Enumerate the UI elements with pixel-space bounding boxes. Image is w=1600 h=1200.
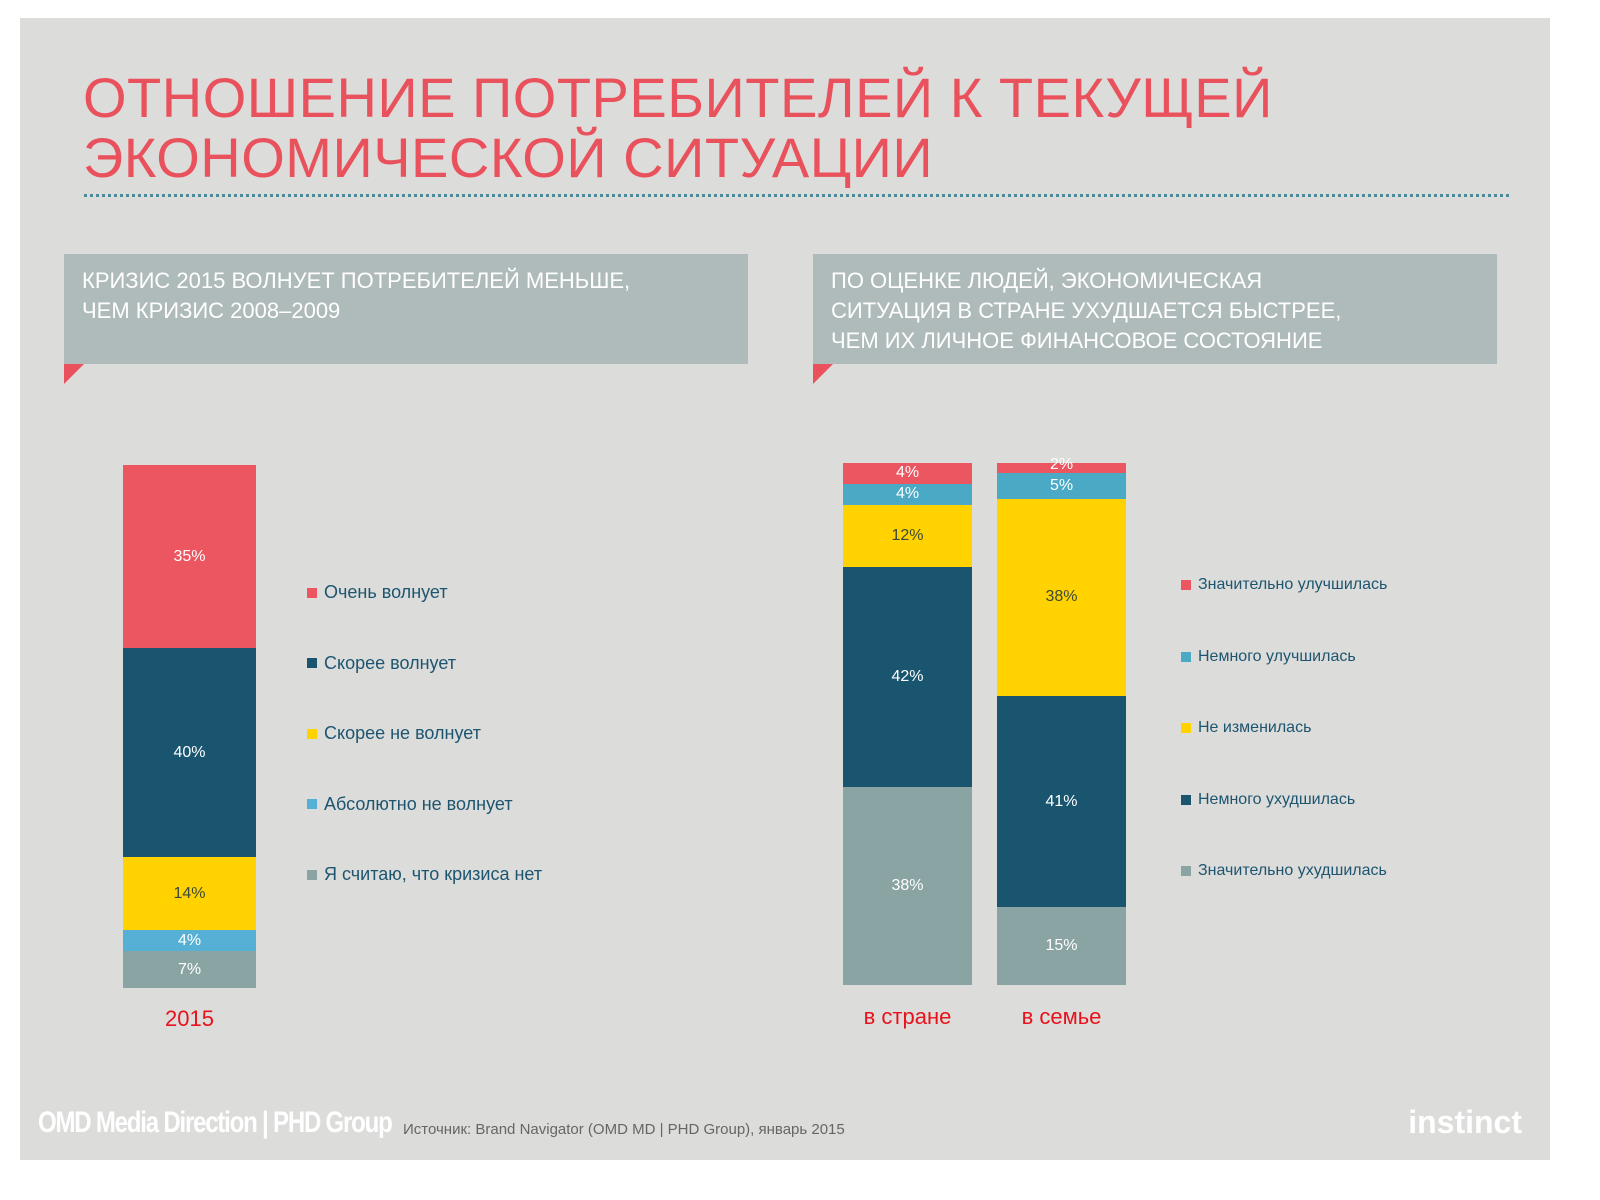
data-label: 12% (891, 527, 924, 545)
data-label: 2% (1049, 456, 1074, 474)
bar-segment: 42% (843, 567, 972, 787)
legend-label: Скорее волнует (324, 652, 456, 673)
data-label: 7% (177, 960, 202, 978)
legend-item: Значительно ухудшилась (1181, 862, 1387, 880)
left-header-line: ЧЕМ КРИЗИС 2008–2009 (82, 298, 341, 323)
legend-label: Я считаю, что кризиса нет (324, 864, 543, 884)
right-header-line: ПО ОЦЕНКЕ ЛЮДЕЙ, ЭКОНОМИЧЕСКАЯ (831, 268, 1263, 293)
flag-marker (813, 364, 833, 384)
title-line-1: ОТНОШЕНИЕ ПОТРЕБИТЕЛЕЙ К ТЕКУЩЕЙ (83, 66, 1273, 129)
bar-segment: 41% (997, 695, 1126, 908)
legend-item: Скорее волнует (307, 653, 456, 674)
data-label: 5% (1049, 477, 1074, 495)
data-label: 41% (1045, 792, 1078, 810)
bar-segment: 5% (997, 473, 1126, 500)
legend-swatch (1181, 723, 1191, 733)
data-label: 42% (891, 668, 924, 685)
data-label: 38% (891, 876, 924, 894)
bar-segment: 35% (123, 465, 256, 649)
legend-item: Немного ухудшилась (1181, 791, 1355, 809)
slide: ОТНОШЕНИЕ ПОТРЕБИТЕЛЕЙ К ТЕКУЩЕЙ ЭКОНОМИЧ… (20, 18, 1550, 1160)
category-label: 2015 (165, 1006, 214, 1031)
data-label: 38% (1045, 588, 1078, 606)
legend-label: Немного ухудшилась (1198, 790, 1356, 808)
legend-swatch (307, 587, 317, 598)
bar-segment: 14% (123, 857, 256, 931)
data-label: 4% (177, 931, 202, 949)
legend-label: Абсолютно не волнует (324, 793, 513, 814)
bar-segment: 4% (123, 930, 256, 952)
data-label: 4% (895, 464, 920, 482)
bar-segment: 7% (123, 951, 256, 988)
legend-swatch (307, 728, 317, 739)
bar-segment: 38% (843, 786, 972, 985)
instinct-logo: instinct (1408, 1104, 1522, 1140)
legend-label: Значительно ухудшилась (1198, 862, 1387, 879)
category-label: в семье (1021, 1004, 1102, 1029)
data-label: 40% (173, 743, 206, 761)
data-label: 14% (173, 884, 206, 902)
legend-label: Очень волнует (324, 582, 448, 602)
left-header-line: КРИЗИС 2015 ВОЛНУЕТ ПОТРЕБИТЕЛЕЙ МЕНЬШЕ, (82, 268, 631, 293)
legend-label: Значительно улучшилась (1198, 576, 1388, 593)
flag-marker (64, 364, 84, 384)
legend-item: Скорее не волнует (307, 723, 481, 744)
legend-swatch (1181, 580, 1191, 590)
dotted-divider (84, 194, 1509, 197)
legend-swatch (1181, 866, 1191, 876)
legend-item: Абсолютно не волнует (307, 794, 513, 815)
bar-segment: 4% (843, 483, 972, 505)
legend-item: Очень волнует (307, 582, 448, 603)
source-note: Источник: Brand Navigator (OMD MD | PHD … (403, 1121, 845, 1138)
title-line-2: ЭКОНОМИЧЕСКОЙ СИТУАЦИИ (83, 126, 934, 189)
legend-item: Немного улучшилась (1181, 648, 1356, 666)
data-label: 15% (1045, 937, 1078, 955)
legend-swatch (1181, 794, 1191, 805)
legend-swatch (1181, 651, 1191, 662)
bar-segment: 40% (123, 648, 256, 858)
legend-label: Не изменилась (1198, 719, 1312, 736)
data-label: 4% (895, 485, 920, 503)
legend-item: Значительно улучшилась (1181, 576, 1387, 594)
legend-swatch (307, 658, 317, 668)
category-label: в стране (863, 1004, 952, 1029)
bar-segment: 15% (997, 907, 1126, 985)
legend-label: Немного улучшилась (1198, 647, 1356, 665)
legend-label: Скорее не волнует (324, 723, 481, 743)
page-title: ОТНОШЕНИЕ ПОТРЕБИТЕЛЕЙ К ТЕКУЩЕЙ ЭКОНОМИЧ… (83, 68, 1273, 188)
legend-item: Я считаю, что кризиса нет (307, 864, 542, 885)
bar-segment: 2% (997, 456, 1126, 474)
right-header-line: СИТУАЦИЯ В СТРАНЕ УХУДШАЕТСЯ БЫСТРЕЕ, (831, 298, 1342, 323)
left-header-box: КРИЗИС 2015 ВОЛНУЕТ ПОТРЕБИТЕЛЕЙ МЕНЬШЕ,… (64, 254, 748, 384)
legend-swatch (307, 799, 317, 809)
bar-segment: 12% (843, 504, 972, 568)
data-label: 35% (173, 547, 206, 565)
right-header-line: ЧЕМ ИХ ЛИЧНОЕ ФИНАНСОВОЕ СОСТОЯНИЕ (831, 328, 1323, 353)
bar-segment: 4% (843, 463, 972, 484)
omd-phd-logo: OMD Media Direction | PHD Group (38, 1106, 393, 1139)
legend-swatch (307, 869, 317, 880)
right-header-box: ПО ОЦЕНКЕ ЛЮДЕЙ, ЭКОНОМИЧЕСКАЯ СИТУАЦИЯ … (813, 254, 1497, 384)
legend-item: Не изменилась (1181, 719, 1311, 737)
bar-segment: 38% (997, 499, 1126, 696)
